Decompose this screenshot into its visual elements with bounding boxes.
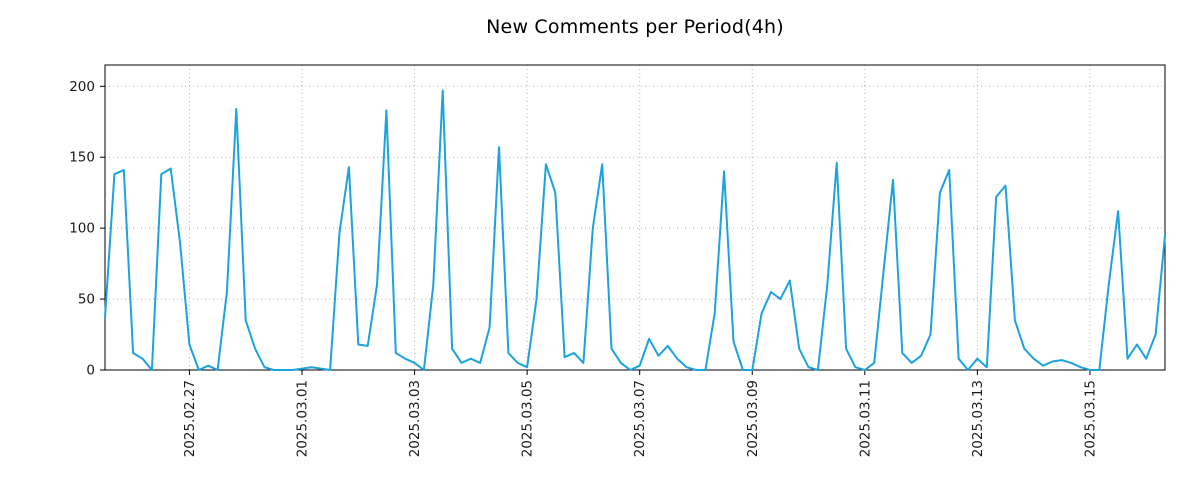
chart-title: New Comments per Period(4h) — [486, 16, 784, 38]
plot-border — [104, 64, 1166, 371]
x-tick-label: 2025.03.01 — [294, 380, 310, 457]
x-tick-label: 2025.03.05 — [520, 380, 536, 457]
y-tick-label: 100 — [69, 221, 95, 237]
y-tick-label: 200 — [69, 79, 95, 95]
y-tick-label: 0 — [86, 363, 95, 379]
x-tick-label: 2025.03.13 — [970, 380, 986, 457]
x-tick-label: 2025.02.27 — [182, 380, 198, 457]
x-tick-label: 2025.03.15 — [1082, 380, 1098, 457]
y-tick-label: 150 — [69, 150, 95, 166]
data-line — [104, 89, 1166, 371]
x-tick-label: 2025.03.03 — [407, 380, 423, 457]
y-tick-label: 50 — [78, 292, 95, 308]
x-tick-label: 2025.03.11 — [857, 380, 873, 457]
x-tick-label: 2025.03.09 — [745, 380, 761, 457]
x-tick-label: 2025.03.07 — [632, 380, 648, 457]
